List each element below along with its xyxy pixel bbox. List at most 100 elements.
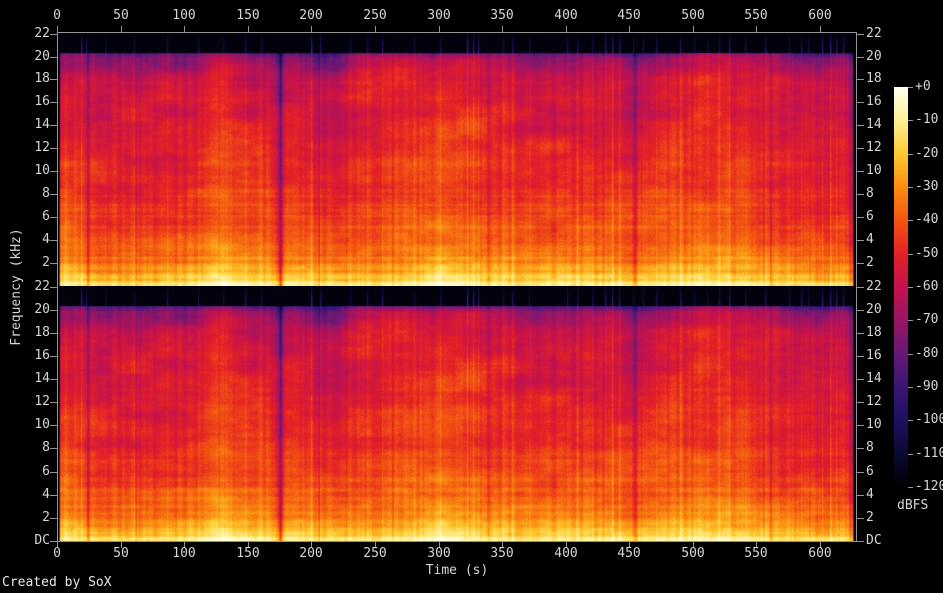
freq-tick-label-right: 8 xyxy=(866,440,874,455)
freq-tick-label-left: 4 xyxy=(42,232,50,247)
time-tick-top xyxy=(311,26,312,32)
time-tick-top xyxy=(439,26,440,32)
freq-tick-left xyxy=(50,379,57,380)
freq-tick-label-left: 2 xyxy=(42,510,50,525)
time-tick-label-top: 400 xyxy=(554,8,578,23)
time-tick-bottom xyxy=(184,542,185,548)
freq-tick-label-left: 22 xyxy=(34,279,50,294)
colorbar-tick xyxy=(908,254,913,255)
time-tick-label-top: 250 xyxy=(363,8,387,23)
colorbar-tick xyxy=(908,454,913,455)
freq-tick-label-right: 2 xyxy=(866,255,874,270)
freq-tick-label-left: 12 xyxy=(34,140,50,155)
freq-tick-label-right: 2 xyxy=(866,510,874,525)
time-tick-bottom xyxy=(248,542,249,548)
time-tick-label-bottom: 350 xyxy=(490,546,514,561)
time-tick-top xyxy=(121,26,122,32)
freq-tick-left xyxy=(50,448,57,449)
freq-tick-label-right: 12 xyxy=(866,140,882,155)
colorbar-tick xyxy=(908,120,913,121)
spectrogram-channel-1-canvas xyxy=(58,33,856,286)
time-tick-label-top: 600 xyxy=(808,8,832,23)
freq-tick-right xyxy=(857,102,864,103)
time-tick-label-bottom: 200 xyxy=(299,546,323,561)
time-tick-label-top: 50 xyxy=(113,8,129,23)
freq-tick-left xyxy=(50,287,57,288)
freq-tick-label-right: 20 xyxy=(866,302,882,317)
colorbar-tick xyxy=(908,187,913,188)
freq-tick-label-right: 10 xyxy=(866,163,882,178)
freq-tick-left xyxy=(50,34,57,35)
time-tick-label-top: 350 xyxy=(490,8,514,23)
time-tick-top xyxy=(756,26,757,32)
freq-tick-right xyxy=(857,333,864,334)
freq-tick-left xyxy=(50,171,57,172)
time-tick-top xyxy=(820,26,821,32)
time-tick-top xyxy=(184,26,185,32)
time-tick-label-top: 150 xyxy=(236,8,260,23)
freq-tick-label-left: 10 xyxy=(34,163,50,178)
freq-tick-label-right: 4 xyxy=(866,232,874,247)
freq-tick-label-right: 12 xyxy=(866,394,882,409)
freq-tick-left xyxy=(50,194,57,195)
freq-tick-label-right: 10 xyxy=(866,417,882,432)
colorbar-tick xyxy=(908,154,913,155)
freq-tick-right xyxy=(857,495,864,496)
freq-tick-right xyxy=(857,125,864,126)
time-tick-top xyxy=(693,26,694,32)
time-tick-label-top: 450 xyxy=(617,8,641,23)
x-axis-title: Time (s) xyxy=(425,563,489,578)
freq-tick-label-right: 18 xyxy=(866,325,882,340)
freq-tick-left xyxy=(50,425,57,426)
freq-tick-label-left: 20 xyxy=(34,302,50,317)
time-tick-bottom xyxy=(629,542,630,548)
freq-tick-label-left: 6 xyxy=(42,464,50,479)
colorbar-tick xyxy=(908,487,913,488)
freq-tick-label-left: 10 xyxy=(34,417,50,432)
time-tick-bottom xyxy=(57,542,58,548)
freq-tick-right xyxy=(857,240,864,241)
freq-tick-label-left: 18 xyxy=(34,71,50,86)
freq-tick-left xyxy=(50,79,57,80)
freq-tick-right xyxy=(857,472,864,473)
time-tick-label-top: 0 xyxy=(53,8,61,23)
time-tick-bottom xyxy=(756,542,757,548)
colorbar-tick-label: -30 xyxy=(915,179,939,194)
freq-tick-right xyxy=(857,541,864,542)
colorbar-tick-label: -50 xyxy=(915,246,939,261)
time-tick-label-top: 550 xyxy=(744,8,768,23)
freq-tick-label-right: 16 xyxy=(866,348,882,363)
colorbar-tick-label: -120 xyxy=(915,479,943,494)
time-tick-label-bottom: 500 xyxy=(681,546,705,561)
freq-tick-left xyxy=(50,541,57,542)
time-tick-bottom xyxy=(820,542,821,548)
freq-tick-right xyxy=(857,379,864,380)
freq-tick-label-left: 20 xyxy=(34,49,50,64)
freq-tick-left xyxy=(50,263,57,264)
colorbar-title: dBFS xyxy=(897,498,929,513)
freq-tick-label-right: 4 xyxy=(866,487,874,502)
freq-tick-left xyxy=(50,240,57,241)
freq-tick-label-right: 16 xyxy=(866,94,882,109)
freq-tick-left xyxy=(50,57,57,58)
freq-tick-left xyxy=(50,310,57,311)
time-tick-bottom xyxy=(566,542,567,548)
freq-tick-label-right: 14 xyxy=(866,371,882,386)
freq-tick-left xyxy=(50,125,57,126)
colorbar-tick-label: -80 xyxy=(915,346,939,361)
freq-tick-left xyxy=(50,333,57,334)
freq-tick-label-right: 8 xyxy=(866,186,874,201)
freq-tick-left xyxy=(50,495,57,496)
freq-tick-left xyxy=(50,402,57,403)
time-tick-top xyxy=(502,26,503,32)
freq-tick-label-right: 22 xyxy=(866,279,882,294)
time-tick-bottom xyxy=(502,542,503,548)
freq-tick-right xyxy=(857,79,864,80)
freq-tick-label-left: 12 xyxy=(34,394,50,409)
time-tick-label-bottom: 550 xyxy=(744,546,768,561)
freq-tick-label-left: DC xyxy=(34,533,50,548)
freq-tick-right xyxy=(857,34,864,35)
time-tick-label-bottom: 300 xyxy=(427,546,451,561)
colorbar-tick-label: -70 xyxy=(915,312,939,327)
